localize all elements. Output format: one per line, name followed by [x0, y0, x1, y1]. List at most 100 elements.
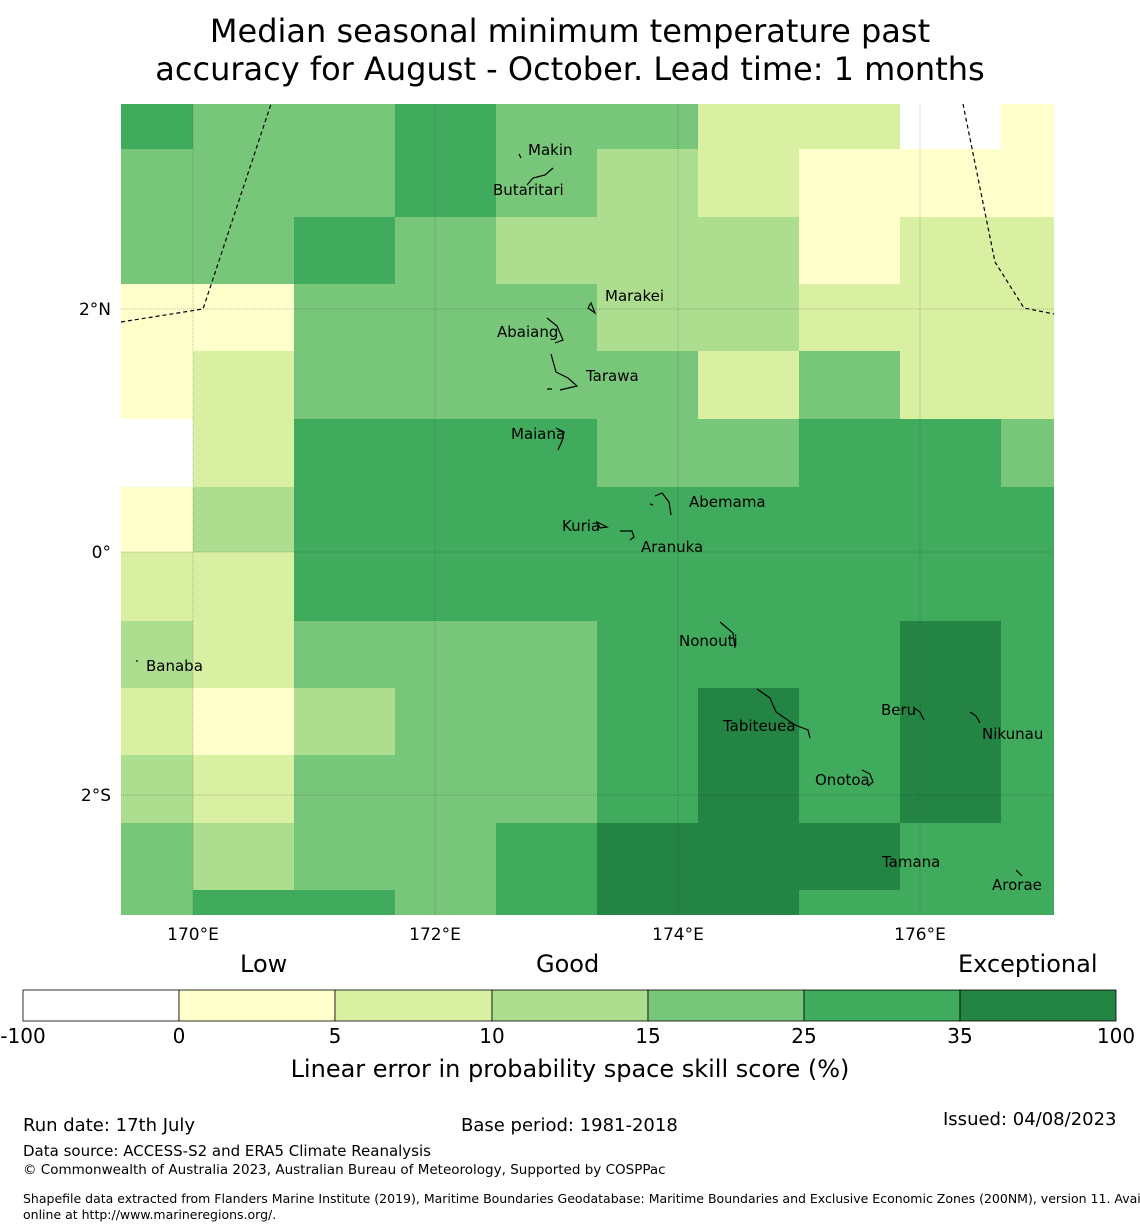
- island-label-onotoa: Onotoa: [815, 771, 870, 789]
- island-labels: Makin Butaritari Marakei Abaiang Tarawa Maian…: [146, 141, 1043, 894]
- colorbar-swatch: [178, 989, 336, 1022]
- skill-cell: [597, 419, 799, 487]
- island-label-kuria: Kuria: [562, 517, 600, 535]
- island-maiana: [555, 427, 565, 451]
- skill-cell: [121, 755, 193, 823]
- skill-grid-cells: [121, 104, 1054, 915]
- colorbar-tick: 15: [635, 1024, 661, 1048]
- colorbar-label-low: Low: [240, 950, 288, 978]
- data-source: Data source: ACCESS-S2 and ERA5 Climate …: [23, 1142, 431, 1160]
- skill-cell: [294, 419, 597, 487]
- map-axis-labels: 170°E 172°E 174°E 176°E 2°N 0° 2°S: [79, 300, 946, 945]
- lon-tick-label: 174°E: [652, 925, 704, 945]
- skill-cell: [799, 351, 900, 419]
- lat-tick-label: 2°N: [79, 300, 111, 320]
- base-period: Base period: 1981-2018: [461, 1115, 678, 1136]
- island-abemama: [649, 492, 672, 516]
- island-label-arorae: Arorae: [992, 876, 1042, 894]
- skill-cell: [395, 688, 597, 755]
- island-butaritari: [526, 167, 554, 186]
- island-kuria: [595, 520, 609, 529]
- skill-cell: [799, 419, 1001, 487]
- skill-cell: [193, 487, 294, 552]
- island-nikunau: [969, 711, 981, 724]
- lat-tick-label: 0°: [92, 543, 111, 563]
- island-label-aranuka: Aranuka: [641, 538, 703, 556]
- skill-cell: [193, 688, 294, 755]
- chart-title-line2: accuracy for August - October. Lead time…: [155, 50, 985, 88]
- colorbar-tick: 35: [947, 1024, 973, 1048]
- skill-cell: [900, 217, 1054, 284]
- lat-tick-label: 2°S: [81, 786, 111, 806]
- skill-cell: [121, 688, 193, 755]
- colorbar-tick: 25: [791, 1024, 817, 1048]
- skill-cell: [294, 688, 395, 755]
- island-label-tarawa: Tarawa: [585, 367, 639, 385]
- island-tabiteuea: [756, 688, 811, 739]
- skill-cell: [193, 419, 294, 487]
- skill-cell: [294, 351, 698, 419]
- skill-cell: [597, 149, 698, 217]
- skill-cell: [799, 284, 1054, 351]
- skill-cell: [294, 552, 1054, 621]
- skill-cell: [121, 217, 294, 284]
- island-label-makin: Makin: [528, 141, 573, 159]
- skill-cell: [900, 755, 1001, 823]
- colorbar-title: Linear error in probability space skill …: [290, 1055, 850, 1083]
- island-label-tabiteuea: Tabiteuea: [722, 717, 796, 735]
- copyright: © Commonwealth of Australia 2023, Austra…: [23, 1162, 666, 1178]
- island-beru: [913, 707, 925, 721]
- island-label-nikunau: Nikunau: [982, 725, 1043, 743]
- island-label-beru: Beru: [881, 701, 916, 719]
- island-label-marakei: Marakei: [605, 287, 664, 305]
- skill-cell: [1001, 104, 1054, 149]
- skill-cell: [121, 104, 193, 149]
- skill-cell: [193, 823, 294, 890]
- skill-cell: [294, 149, 395, 217]
- skill-cell: [900, 823, 1054, 915]
- skill-cell: [121, 351, 193, 419]
- issued-date: Issued: 04/08/2023: [943, 1109, 1117, 1130]
- skill-cell: [496, 823, 597, 915]
- island-abaiang: [546, 317, 564, 344]
- island-marakei: [587, 301, 597, 315]
- lon-tick-label: 172°E: [409, 925, 461, 945]
- skill-cell: [698, 351, 799, 419]
- skill-cell: [193, 621, 294, 688]
- colorbar-tick: -100: [0, 1024, 46, 1048]
- skill-cell: [1001, 688, 1054, 755]
- island-label-tamana: Tamana: [881, 853, 940, 871]
- eez-boundary-west: [120, 103, 272, 323]
- island-label-abaiang: Abaiang: [497, 323, 558, 341]
- skill-cell: [395, 149, 496, 217]
- colorbar-swatch: [22, 989, 180, 1022]
- lon-tick-label: 170°E: [167, 925, 219, 945]
- skill-cell: [294, 284, 597, 351]
- colorbar-swatch: [959, 989, 1117, 1022]
- skill-cell: [121, 823, 193, 915]
- colorbar-tick: 10: [479, 1024, 505, 1048]
- skill-cell: [121, 149, 294, 217]
- island-label-butaritari: Butaritari: [493, 181, 564, 199]
- eez-boundaries: [120, 103, 1055, 323]
- colorbar-tick: 0: [172, 1024, 186, 1048]
- skill-cell: [799, 755, 900, 823]
- skill-cell: [294, 487, 1054, 552]
- skill-cell: [597, 284, 799, 351]
- skill-cell: [900, 688, 1001, 755]
- island-label-banaba: Banaba: [146, 657, 203, 675]
- island-label-maiana: Maiana: [511, 425, 565, 443]
- island-onotoa: [861, 769, 874, 787]
- shapefile-credit-line1: Shapefile data extracted from Flanders M…: [23, 1191, 1140, 1206]
- skill-cell: [900, 351, 1054, 419]
- skill-cell: [193, 755, 294, 823]
- island-label-nonouti: Nonouti: [679, 632, 738, 650]
- skill-cell: [193, 351, 294, 419]
- skill-cell: [1001, 755, 1054, 823]
- island-tarawa: [547, 353, 579, 391]
- skill-cell: [597, 755, 698, 823]
- skill-cell: [193, 104, 395, 149]
- skill-cell: [395, 104, 496, 149]
- colorbar-swatch: [491, 989, 649, 1022]
